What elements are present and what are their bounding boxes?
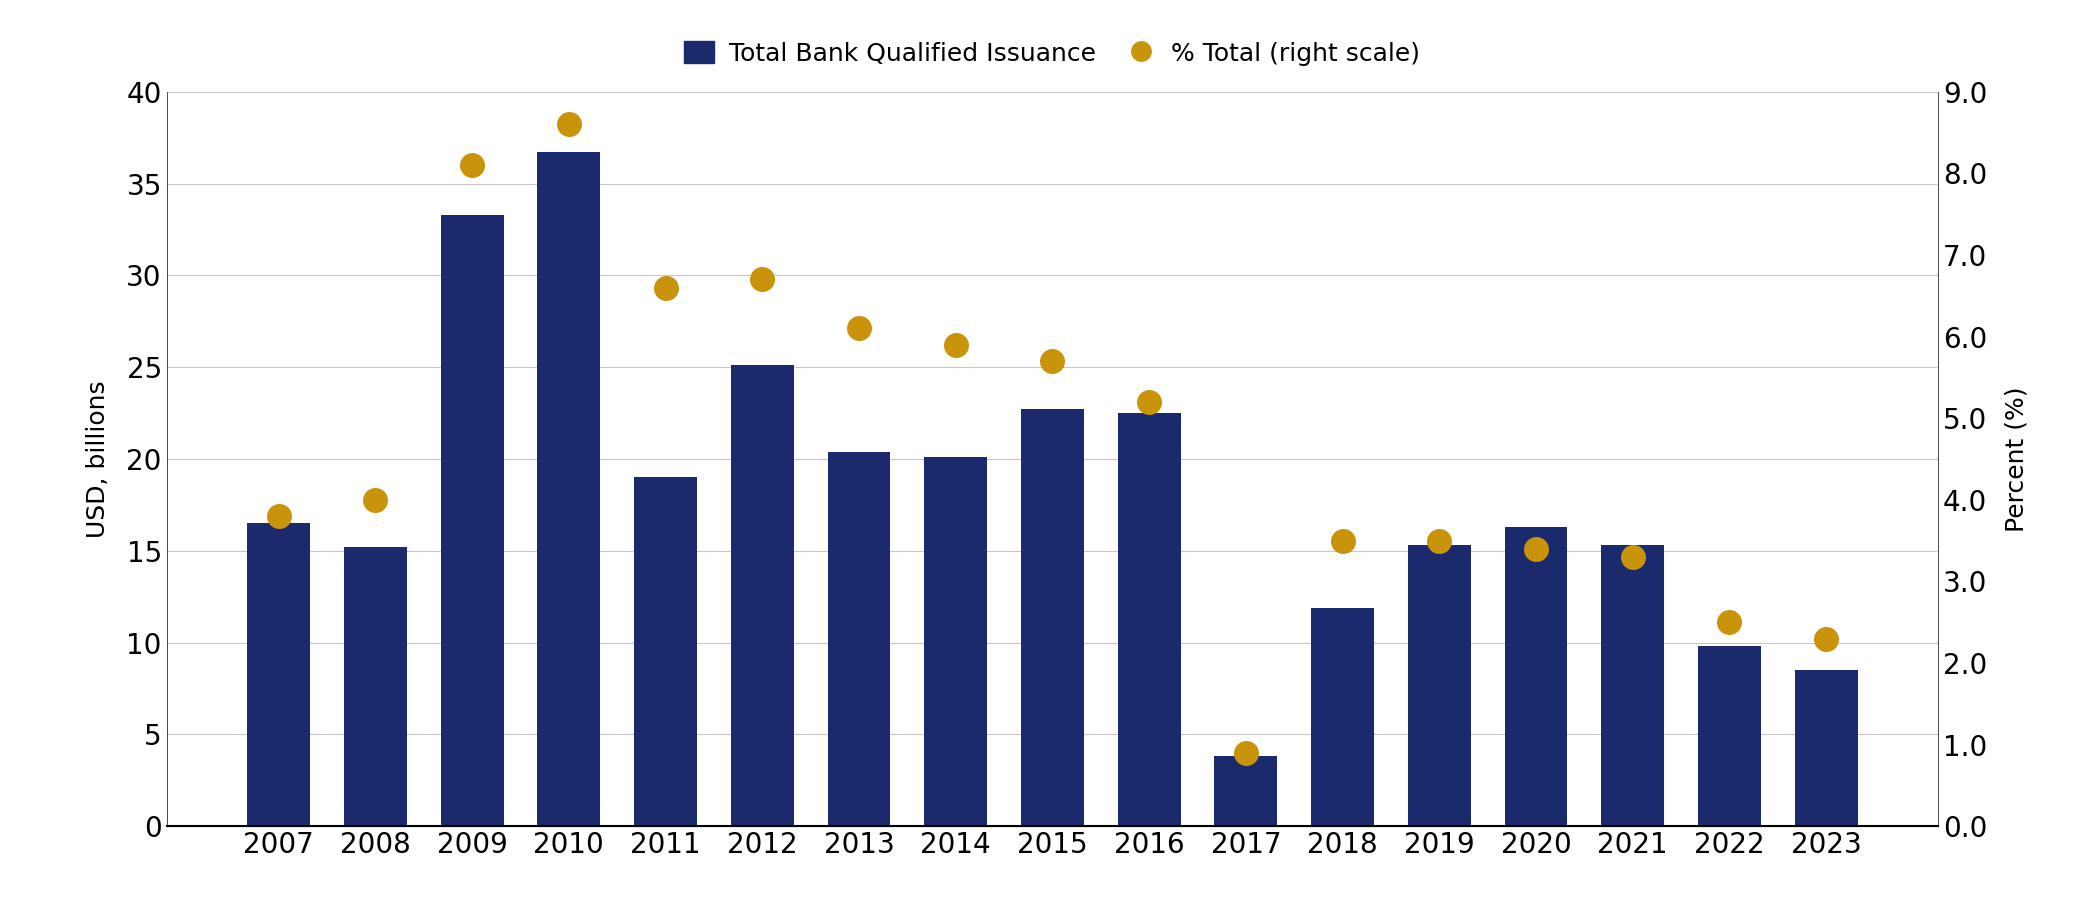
Bar — [1215, 756, 1277, 826]
Bar — [731, 365, 794, 826]
Bar — [925, 457, 988, 826]
% Total (right scale) — [1234, 747, 1259, 758]
Bar — [440, 215, 504, 826]
Bar — [827, 452, 890, 826]
Bar — [1794, 670, 1857, 826]
Bar — [1311, 608, 1373, 826]
% Total (right scale) — [652, 282, 677, 293]
% Total (right scale) — [1619, 552, 1644, 563]
Y-axis label: Percent (%): Percent (%) — [2005, 386, 2028, 532]
% Total (right scale) — [846, 323, 871, 334]
% Total (right scale) — [556, 119, 581, 130]
Bar — [1409, 545, 1471, 826]
% Total (right scale) — [1040, 355, 1065, 366]
% Total (right scale) — [461, 160, 486, 171]
% Total (right scale) — [944, 340, 969, 351]
% Total (right scale) — [1523, 543, 1548, 554]
Bar — [248, 523, 311, 826]
Bar — [1021, 409, 1084, 826]
% Total (right scale) — [1330, 535, 1355, 546]
Bar — [1698, 646, 1761, 826]
Line: % Total (right scale): % Total (right scale) — [267, 112, 1838, 766]
% Total (right scale) — [1813, 633, 1838, 644]
Bar — [1505, 527, 1567, 826]
% Total (right scale) — [1717, 617, 1742, 628]
Bar — [1601, 545, 1665, 826]
Y-axis label: USD, billions: USD, billions — [85, 380, 110, 538]
% Total (right scale) — [1428, 535, 1453, 546]
Bar — [538, 152, 600, 826]
Legend: Total Bank Qualified Issuance, % Total (right scale): Total Bank Qualified Issuance, % Total (… — [675, 31, 1430, 75]
Bar — [634, 477, 696, 826]
% Total (right scale) — [267, 510, 292, 521]
% Total (right scale) — [1136, 397, 1161, 408]
% Total (right scale) — [363, 494, 388, 505]
Bar — [344, 547, 406, 826]
Bar — [1117, 413, 1180, 826]
% Total (right scale) — [750, 274, 775, 285]
